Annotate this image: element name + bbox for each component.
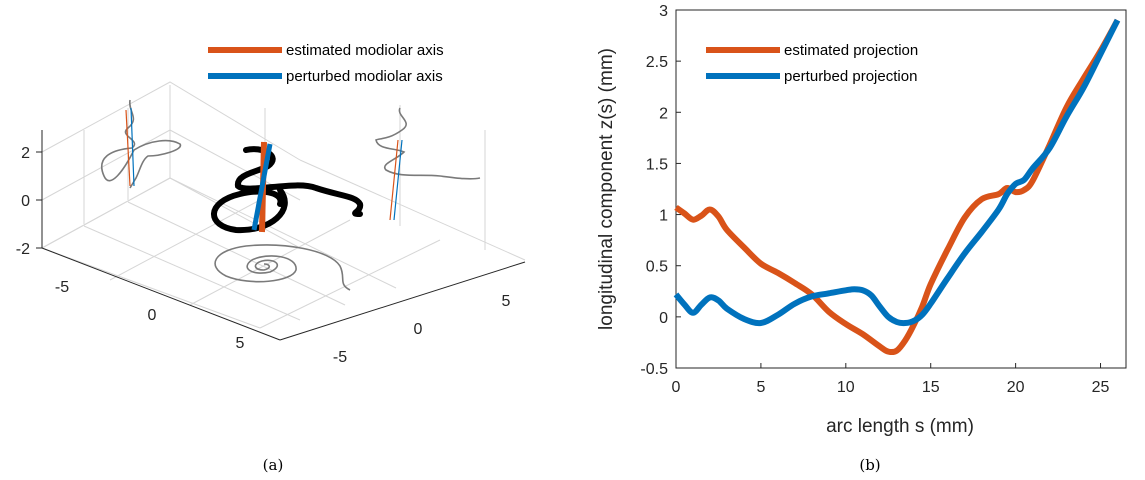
caption-a: (a) <box>263 456 284 474</box>
x-tick-label: 15 <box>922 379 940 396</box>
y-axis-ticks: -0.5 0 0.5 1 1.5 2 2.5 3 <box>640 3 681 378</box>
y-tick-label: 1 <box>659 208 668 225</box>
series-line-perturbed-projection <box>673 18 1121 327</box>
y-tick-label: 2.5 <box>646 54 668 71</box>
left-wall-estimated-axis <box>125 109 131 187</box>
x-tick-label: 20 <box>1007 379 1025 396</box>
x-axis-label: arc length s (mm) <box>826 416 974 437</box>
perturbed-modiolar-axis <box>251 143 273 231</box>
panel-a-3d-plot: 2 0 -2 -5 0 5 5 0 -5 <box>16 42 526 366</box>
x-tick-label: 10 <box>837 379 855 396</box>
x-tick-label: 5 <box>236 335 245 352</box>
x-tick-label: 0 <box>148 307 157 324</box>
right-wall-projection <box>375 107 481 221</box>
z-tick-label: 2 <box>21 145 30 162</box>
x-tick-label: 5 <box>756 379 765 396</box>
z-tick-label: -2 <box>16 241 30 258</box>
x-tick-label: 25 <box>1092 379 1110 396</box>
floor-spiral-projection <box>214 244 351 291</box>
y-tick-label: 1.5 <box>646 156 668 173</box>
y-tick-label: 0 <box>659 310 668 327</box>
series-lines <box>673 18 1121 356</box>
x-tick-label: 0 <box>672 379 681 396</box>
y-tick-label: 3 <box>659 3 668 20</box>
y-tick-label: 5 <box>502 293 511 310</box>
y-axis-label: longitudinal component z(s) (mm) <box>596 48 617 330</box>
panel-a-legend: estimated modiolar axis perturbed modiol… <box>208 42 444 85</box>
box-grid <box>41 81 526 329</box>
x-tick-label: -5 <box>55 279 69 296</box>
y-tick-label: 0.5 <box>646 259 668 276</box>
right-wall-estimated-axis <box>389 139 399 221</box>
y-tick-label: -0.5 <box>640 361 668 378</box>
panel-b-line-chart: -0.500.511.522.53 0 5 10 15 20 25 arc length … <box>596 3 1127 437</box>
x-axis-ticks: 0 5 10 15 20 25 <box>672 363 1110 396</box>
caption-b: (b) <box>859 456 880 474</box>
plot-area-border <box>675 9 1127 369</box>
z-tick-label: 0 <box>21 193 30 210</box>
left-wall-perturbed-axis <box>130 107 135 187</box>
helix-3d-curve <box>211 146 364 234</box>
legend-label-perturbed-axis: perturbed modiolar axis <box>286 68 443 85</box>
y-tick-label: 2 <box>659 105 668 122</box>
y-tick-label: 0 <box>414 321 423 338</box>
box-axes <box>36 130 526 341</box>
legend-label-perturbed-projection: perturbed projection <box>784 68 917 85</box>
legend-label-estimated-projection: estimated projection <box>784 42 918 59</box>
series-line-estimated-projection <box>674 18 1121 356</box>
right-wall-perturbed-axis <box>393 139 403 221</box>
left-wall-projection <box>101 99 182 189</box>
y-tick-label: -5 <box>333 349 347 366</box>
legend-label-estimated-axis: estimated modiolar axis <box>286 42 444 59</box>
panel-b-legend: estimated projection perturbed projectio… <box>706 42 918 85</box>
